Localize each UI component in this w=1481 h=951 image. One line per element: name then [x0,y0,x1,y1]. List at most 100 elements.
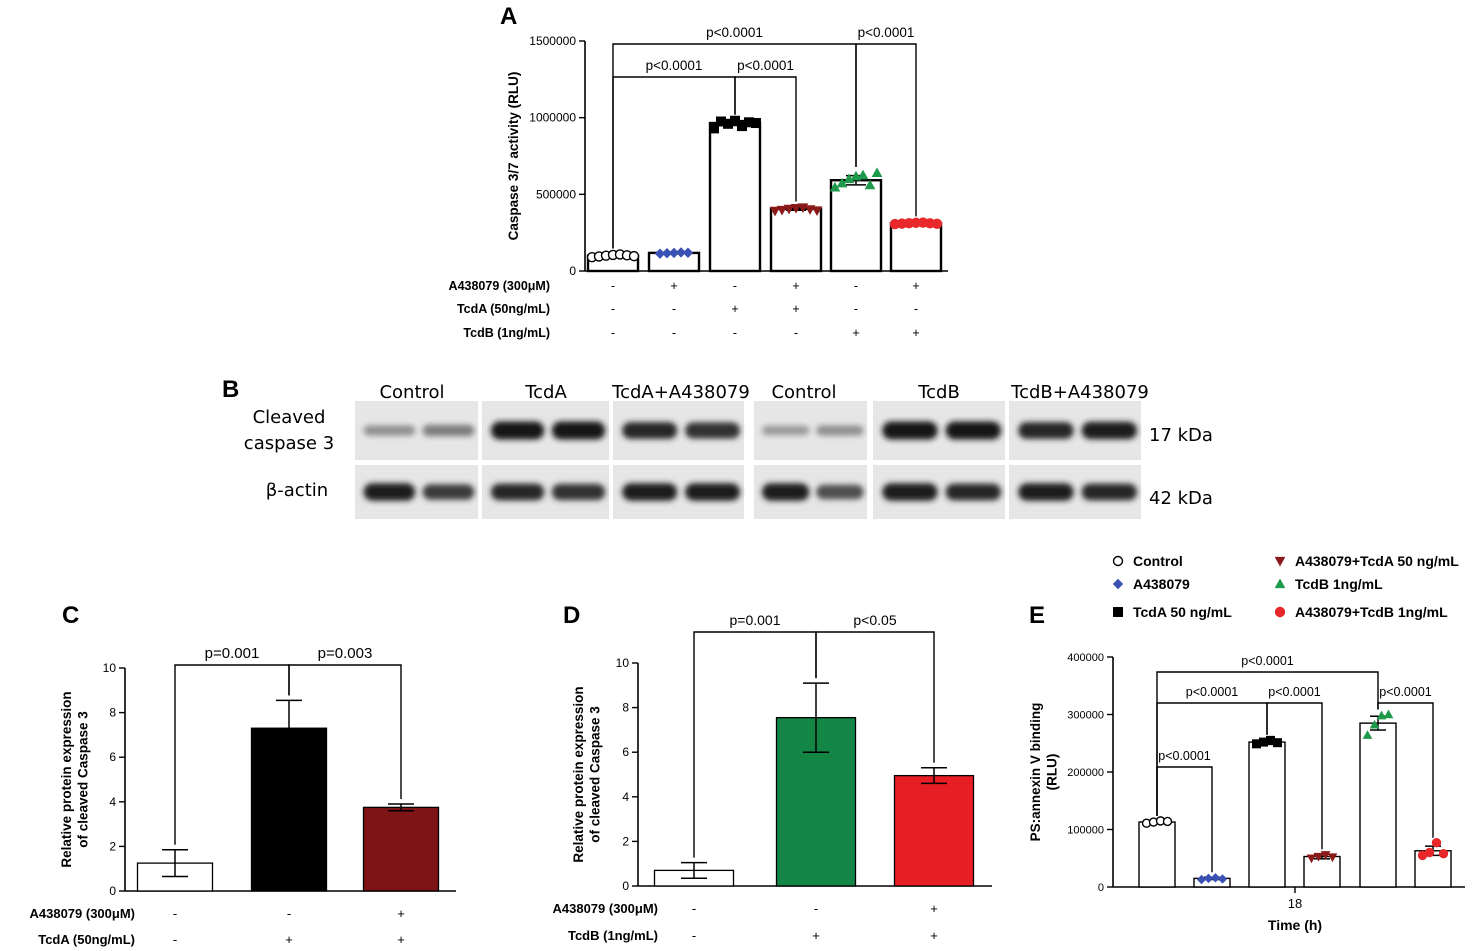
condition-sign: - [733,326,737,340]
protein-band [422,424,475,437]
lane-label: Control [379,382,444,403]
molecular-weight-label: 17 kDa [1149,425,1213,446]
panel-d-chart: 0 2 4 6 8 10 Relative protein expression of cle… [552,612,992,943]
condition-sign: - [692,928,696,943]
protein-band [1018,483,1074,501]
y-axis-label: Relative protein expression [571,686,586,862]
data-point [628,250,640,262]
condition-sign: + [731,302,738,316]
legend-marker [1112,578,1124,590]
condition-sign: - [173,932,177,947]
significance-bracket [734,76,797,202]
p-value-label: p<0.0001 [737,58,794,73]
p-value-label: p<0.0001 [1379,685,1432,699]
data-point [871,167,883,177]
legend-marker [1113,607,1123,617]
legend-label: A438079+TcdB 1ng/mL [1295,604,1448,620]
data-point [730,115,740,126]
panel-letter-e: E [1029,602,1045,629]
panel-letter-d: D [563,602,580,629]
condition-sign: + [397,932,405,947]
x-tick-label: 18 [1288,896,1302,911]
legend-marker [1274,556,1286,567]
data-point [675,247,687,258]
data-point [1210,873,1221,883]
protein-band [882,421,938,440]
condition-sign: - [814,901,818,916]
lane-label: TcdA+A438079 [611,382,750,403]
data-point [769,206,781,217]
y-tick-label: 10 [616,656,630,670]
condition-sign: - [914,302,918,316]
data-point [709,123,719,134]
data-point [1369,719,1380,729]
protein-band [1081,483,1138,501]
y-tick-label: 8 [622,701,629,715]
condition-sign: + [912,326,919,340]
condition-sign: - [611,326,615,340]
panel-letter-c: C [62,602,79,629]
y-axis-label: Caspase 3/7 activity (RLU) [506,72,521,241]
y-tick-label: 0 [622,879,629,893]
protein-band [816,425,864,436]
bar [769,207,823,273]
p-value-label: p<0.0001 [1158,749,1211,763]
protein-band [1081,421,1138,440]
panel-a-chart: 0 500000 1000000 1500000 Caspase 3/7 activit… [449,25,948,340]
p-value-label: p<0.0001 [706,25,763,40]
panel-b-western-blot: Control TcdA TcdA+A438079 Control TcdB TcdB+A… [244,382,1213,519]
condition-sign: - [854,279,858,293]
data-point [1203,873,1214,884]
y-axis-label: (RLU) [1045,754,1060,791]
y-tick-label: 2 [622,834,629,848]
data-point [682,247,694,258]
legend-marker [1274,578,1286,589]
data-point [1376,710,1387,720]
data-point [776,205,788,216]
condition-sign: + [812,928,820,943]
p-value-label: p<0.0001 [858,25,915,40]
lane-label: TcdA [524,382,567,403]
molecular-weight-label: 42 kDa [1149,488,1213,509]
legend-marker [1112,555,1124,567]
data-point [843,173,855,184]
data-point [790,204,802,214]
condition-sign: + [670,279,677,293]
condition-label: TcdB (1ng/mL) [463,326,550,340]
lane-label: Control [771,382,836,403]
p-value-label: p<0.0001 [1268,685,1321,699]
condition-label: TcdA (50ng/mL) [457,302,550,316]
protein-band [363,425,416,436]
data-point [804,205,816,215]
p-value-label: p=0.001 [205,645,260,662]
data-point [857,169,869,180]
bar [362,806,440,892]
condition-sign: - [611,279,615,293]
condition-sign: - [692,901,696,916]
data-point [1438,848,1449,859]
significance-bracket [1156,766,1213,873]
condition-sign: - [287,906,291,921]
panel-letter-b: B [222,376,239,403]
data-point [751,118,761,129]
bar [893,774,975,887]
bar [889,221,943,273]
data-point [783,204,795,215]
y-tick-label: 6 [109,750,116,764]
data-point [1424,847,1435,858]
data-point [1320,851,1331,860]
legend-label: A438079 [1133,576,1190,592]
protein-band [551,421,606,440]
p-value-label: p=0.003 [318,645,373,662]
y-tick-label: 6 [622,745,629,759]
data-point [931,218,943,229]
protein-band [685,422,741,439]
condition-sign: - [733,279,737,293]
y-tick-label: 0 [1098,882,1104,894]
data-point [1327,853,1338,863]
bar [1303,855,1341,888]
p-value-label: p<0.0001 [1241,654,1294,668]
data-point [1383,709,1394,719]
